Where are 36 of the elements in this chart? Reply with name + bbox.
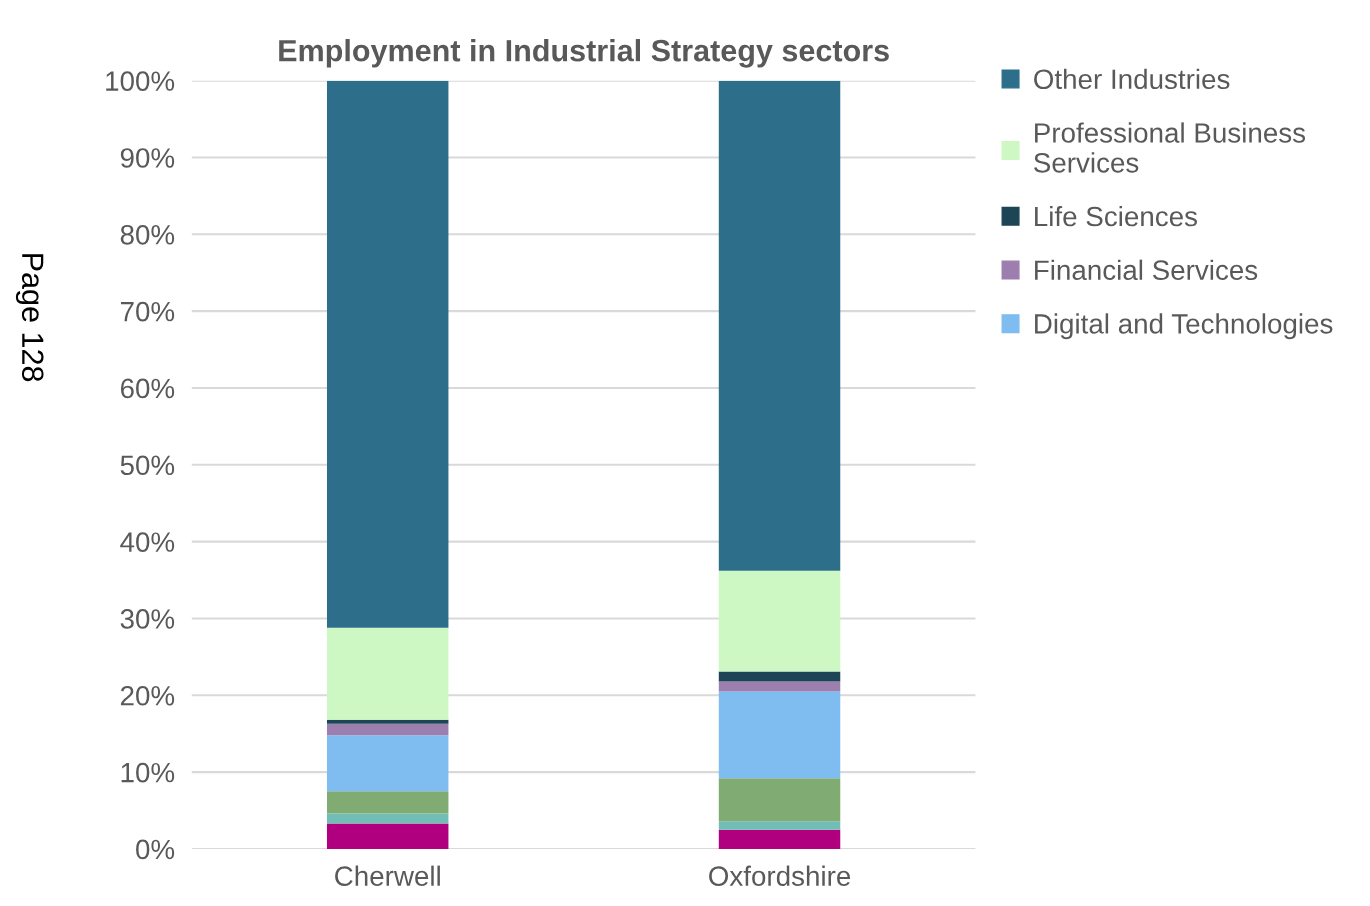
bar xyxy=(718,829,841,849)
bar xyxy=(718,570,841,672)
bar xyxy=(326,791,449,814)
bar xyxy=(326,627,449,720)
legend-label: Professional Business Services xyxy=(1034,122,1306,173)
bar xyxy=(326,735,449,792)
y-tick-label: 40% xyxy=(120,532,175,552)
y-tick-label: 10% xyxy=(121,762,175,783)
bar xyxy=(718,821,841,830)
y-tick-label: 50% xyxy=(120,455,175,476)
y-tick-label: 0% xyxy=(136,839,175,860)
text: Page 128 xyxy=(15,254,44,382)
bar xyxy=(718,80,841,571)
y-tick-label: 80% xyxy=(120,224,175,245)
y-tick-label: 60% xyxy=(120,378,175,399)
y-tick-label: 20% xyxy=(120,685,175,706)
bar xyxy=(718,671,841,682)
bar xyxy=(326,823,449,849)
legend-label: Financial Services xyxy=(1035,259,1258,281)
x-tick-label: Oxfordshire xyxy=(709,865,851,886)
bar xyxy=(326,723,449,736)
y-tick-label: 100% xyxy=(106,71,175,91)
bar xyxy=(718,681,841,692)
bar xyxy=(326,80,449,628)
bar xyxy=(326,813,449,824)
y-tick-label: 90% xyxy=(120,148,175,168)
bar xyxy=(326,719,449,724)
x-tick-label: Cherwell xyxy=(335,865,440,886)
y-tick-label: 70% xyxy=(120,301,175,322)
legend-label: Digital and Technologies xyxy=(1035,313,1333,340)
chart-title: Employment in Industrial Strategy sectors xyxy=(279,39,889,68)
legend-label: Other Industries xyxy=(1034,68,1230,90)
bar xyxy=(718,691,841,779)
y-tick-label: 30% xyxy=(120,609,175,629)
legend-label: Life Sciences xyxy=(1035,205,1197,227)
bar xyxy=(718,778,841,822)
